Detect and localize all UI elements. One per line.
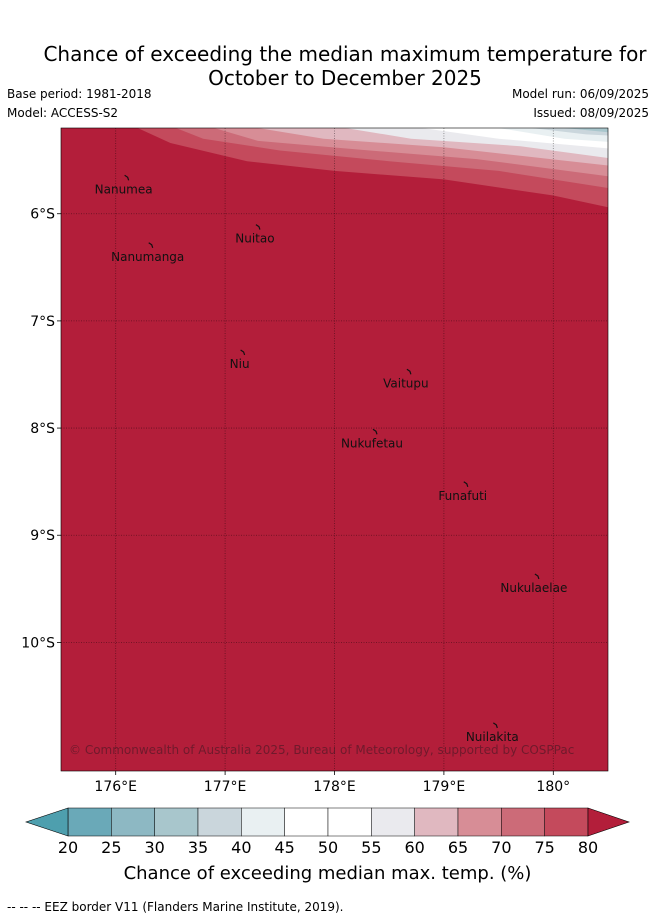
contour-band-30-35 (564, 128, 608, 133)
island-label-nukufetau: Nukufetau (341, 436, 403, 450)
island-label-niu: Niu (230, 357, 250, 371)
island-label-vaitupu: Vaitupu (383, 376, 429, 390)
colorbar-segment (414, 807, 459, 837)
colorbar-tick-label: 65 (448, 838, 468, 857)
colorbar-tick-label: 80 (578, 838, 598, 857)
base-period: Base period: 1981-2018 (7, 87, 152, 101)
colorbar-tick-label: 70 (491, 838, 511, 857)
model-run: Model run: 06/09/2025 (511, 87, 649, 101)
island-label-nuilakita: Nuilakita (466, 730, 519, 744)
model-name: Model: ACCESS-S2 (7, 106, 119, 120)
colorbar-tick-label: 20 (58, 838, 78, 857)
island-nanumanga-shape (148, 242, 154, 249)
lat-tick-label: 8°S (30, 421, 55, 437)
island-label-nukulaelae: Nukulaelae (500, 581, 567, 595)
colorbar-tick-label: 40 (231, 838, 251, 857)
colorbar-label: Chance of exceeding median max. temp. (%… (123, 863, 532, 884)
map-title-line2: October to December 2025 (208, 66, 482, 90)
island-label-nanumea: Nanumea (95, 182, 153, 196)
island-label-funafuti: Funafuti (438, 489, 487, 503)
island-nuitao-shape (255, 224, 261, 230)
lon-tick-label: 177°E (204, 779, 247, 795)
colorbar-segment (241, 807, 285, 837)
colorbar-segment (371, 807, 415, 837)
colorbar-segment (154, 807, 199, 837)
colorbar-tick-label: 25 (101, 838, 121, 857)
island-nukufetau-shape (372, 428, 378, 435)
colorbar-tick-label: 75 (534, 838, 554, 857)
map-title-line1: Chance of exceeding the median maximum t… (43, 42, 647, 66)
colorbar-segment (111, 807, 155, 837)
lon-tick-label: 179°E (423, 779, 466, 795)
colorbar-segment (327, 807, 372, 837)
island-funafuti-shape (463, 481, 469, 487)
probability-field (61, 128, 608, 771)
colorbar-segment (457, 807, 502, 837)
lat-tick-label: 7°S (30, 314, 55, 330)
colorbar-segment (197, 807, 242, 837)
island-nuilakita-shape (492, 722, 498, 729)
colorbar-over-arrow (587, 807, 630, 837)
lat-tick-label: 6°S (30, 207, 55, 223)
colorbar-tick-label: 55 (361, 838, 381, 857)
colorbar-segment (501, 807, 545, 837)
island-nanumea-shape (124, 174, 130, 181)
colorbar-tick-label: 35 (188, 838, 208, 857)
colorbar-segment (544, 807, 589, 837)
lon-tick-label: 176°E (94, 779, 137, 795)
island-niu-shape (240, 349, 246, 356)
lon-tick-label: 178°E (313, 779, 356, 795)
lat-tick-label: 9°S (30, 528, 55, 544)
lat-tick-label: 10°S (21, 635, 55, 651)
colorbar-under-arrow (25, 807, 69, 837)
colorbar-segment (284, 807, 329, 837)
colorbar-tick-label: 60 (404, 838, 424, 857)
island-nukulaelae-shape (534, 573, 540, 580)
lon-tick-label: 180° (536, 779, 570, 795)
colorbar-tick-label: 45 (274, 838, 294, 857)
colorbar-segment (67, 807, 112, 837)
eez-border-footnote: -- -- -- EEZ border V11 (Flanders Marine… (7, 900, 344, 914)
island-label-nanumanga: Nanumanga (111, 250, 184, 264)
colorbar-tick-label: 50 (318, 838, 338, 857)
copyright-notice: © Commonwealth of Australia 2025, Bureau… (69, 743, 574, 757)
island-vaitupu-shape (406, 368, 412, 375)
colorbar-tick-label: 30 (144, 838, 164, 857)
issued-date: Issued: 08/09/2025 (533, 106, 649, 120)
island-label-nuitao: Nuitao (235, 232, 274, 246)
